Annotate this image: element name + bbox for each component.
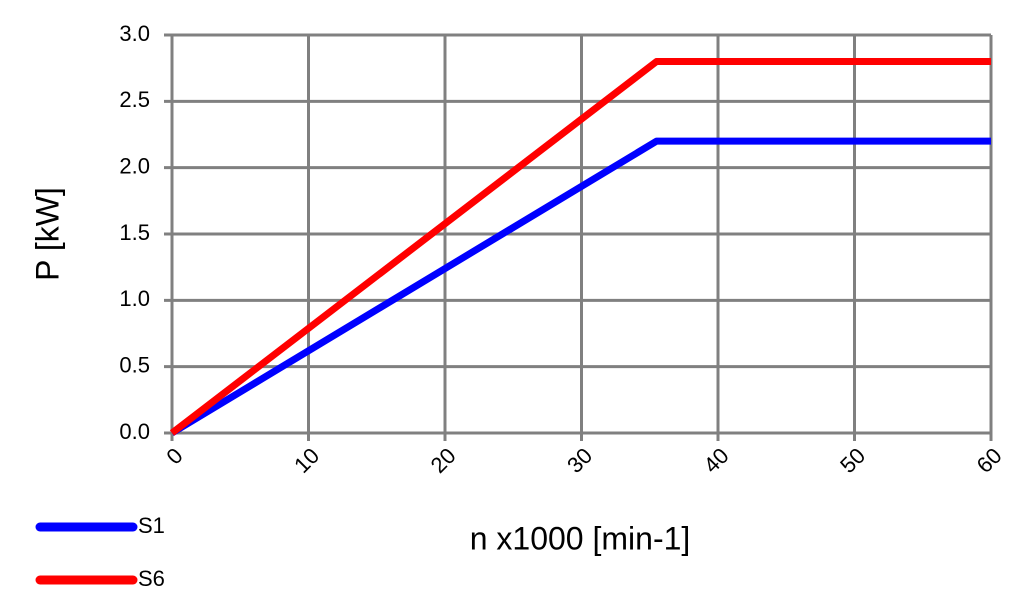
- x-tick-label: 10: [289, 443, 324, 478]
- x-tick-label: 50: [835, 443, 870, 478]
- legend-label: S6: [138, 566, 165, 591]
- y-tick-label: 3.0: [119, 21, 150, 46]
- x-axis-label: n x1000 [min-1]: [470, 520, 691, 556]
- x-tick-label: 30: [562, 443, 597, 478]
- x-tick-label: 0: [161, 443, 187, 469]
- line-series: [169, 58, 991, 436]
- y-tick-label: 0.5: [119, 352, 150, 377]
- y-tick-label: 0.0: [119, 419, 150, 444]
- x-tick-label: 60: [972, 443, 1007, 478]
- legend-label: S1: [138, 513, 165, 538]
- line-series: [170, 137, 991, 436]
- x-tick-label: 40: [699, 443, 734, 478]
- x-tick-label: 20: [426, 443, 461, 478]
- y-tick-label: 2.5: [119, 87, 150, 112]
- y-axis-label: P [kW]: [29, 187, 65, 281]
- y-tick-label: 2.0: [119, 153, 150, 178]
- y-tick-label: 1.0: [119, 286, 150, 311]
- y-tick-label: 1.5: [119, 220, 150, 245]
